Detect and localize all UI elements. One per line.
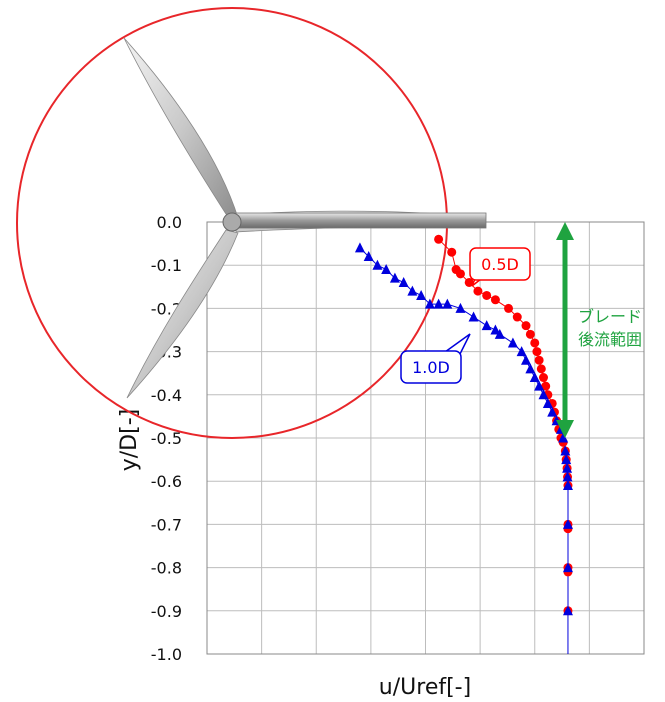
point-1.0D (562, 562, 573, 573)
blade-wake-label-line1: ブレード (578, 307, 642, 326)
point-0.5D (473, 286, 483, 296)
point-1.0D (542, 397, 553, 408)
point-0.5D (490, 295, 500, 305)
callout-1.0D-label: 1.0D (412, 358, 450, 377)
point-1.0D (455, 302, 466, 313)
point-1.0D (416, 289, 427, 300)
y-tick-label: -0.8 (151, 559, 182, 578)
point-0.5D (434, 234, 444, 244)
y-tick-label: -0.6 (151, 472, 182, 491)
point-1.0D (468, 311, 479, 322)
blade-lower (126, 229, 239, 399)
blade-wake-label-line2: 後流範囲 (578, 330, 642, 349)
x-axis-title: u/Uref[-] (379, 675, 471, 700)
point-0.5D (541, 381, 551, 391)
point-1.0D (562, 471, 573, 482)
callout-0.5D: 0.5D (469, 247, 531, 287)
point-0.5D (455, 269, 465, 279)
point-1.0D (481, 320, 492, 331)
point-1.0D (442, 298, 453, 309)
point-1.0D (433, 298, 444, 309)
point-1.0D (560, 445, 571, 456)
point-0.5D (525, 329, 535, 339)
point-1.0D (562, 480, 573, 491)
y-tick-label: -0.9 (151, 602, 182, 621)
point-1.0D (558, 432, 569, 443)
point-1.0D (490, 324, 501, 335)
callout-0.5D-box (469, 247, 531, 281)
nacelle-shaft (235, 212, 487, 229)
point-1.0D (538, 389, 549, 400)
y-axis-title: y/D[-] (117, 409, 142, 471)
point-1.0D (562, 605, 573, 616)
point-1.0D (424, 298, 435, 309)
bracket-arrow-bottom (556, 420, 574, 438)
turbine-illustration (16, 7, 487, 439)
callout-0.5D-label: 0.5D (481, 255, 519, 274)
point-1.0D (516, 346, 527, 357)
point-1.0D (525, 363, 536, 374)
point-0.5D (504, 303, 514, 313)
point-1.0D (389, 272, 400, 283)
point-0.5D (538, 373, 548, 383)
y-tick-label: -0.7 (151, 515, 182, 534)
point-1.0D (521, 354, 532, 365)
point-1.0D (372, 259, 383, 270)
y-tick-label: -0.4 (151, 386, 182, 405)
point-1.0D (363, 251, 374, 262)
point-0.5D (530, 338, 540, 348)
blade-upper (123, 37, 239, 219)
point-1.0D (547, 406, 558, 417)
point-1.0D (381, 264, 392, 275)
callout-1.0D-box (400, 350, 462, 384)
hub (222, 212, 242, 232)
point-1.0D (562, 462, 573, 473)
bracket-arrow-top (556, 222, 574, 240)
y-tick-label: -1.0 (151, 645, 182, 664)
callout-1.0D: 1.0D (400, 333, 471, 384)
point-0.5D (521, 321, 531, 331)
y-tick-label: -0.5 (151, 429, 182, 448)
blade-wake-range-bracket: ブレード 後流範囲 (556, 222, 642, 438)
point-1.0D (398, 276, 409, 287)
point-1.0D (534, 380, 545, 391)
point-1.0D (561, 454, 572, 465)
y-tick-labels: 0.0-0.1-0.2-0.3-0.4-0.5-0.6-0.7-0.8-0.9-… (151, 213, 182, 664)
point-0.5D (482, 290, 492, 300)
point-0.5D (464, 277, 474, 287)
y-tick-label: 0.0 (157, 213, 182, 232)
point-1.0D (562, 518, 573, 529)
point-0.5D (532, 347, 542, 357)
point-0.5D (536, 364, 546, 374)
point-1.0D (354, 242, 365, 253)
point-0.5D (534, 355, 544, 365)
point-0.5D (512, 312, 522, 322)
point-1.0D (494, 328, 505, 339)
point-1.0D (407, 285, 418, 296)
y-tick-label: -0.1 (151, 256, 182, 275)
point-0.5D (447, 247, 457, 257)
point-1.0D (529, 372, 540, 383)
point-1.0D (507, 337, 518, 348)
